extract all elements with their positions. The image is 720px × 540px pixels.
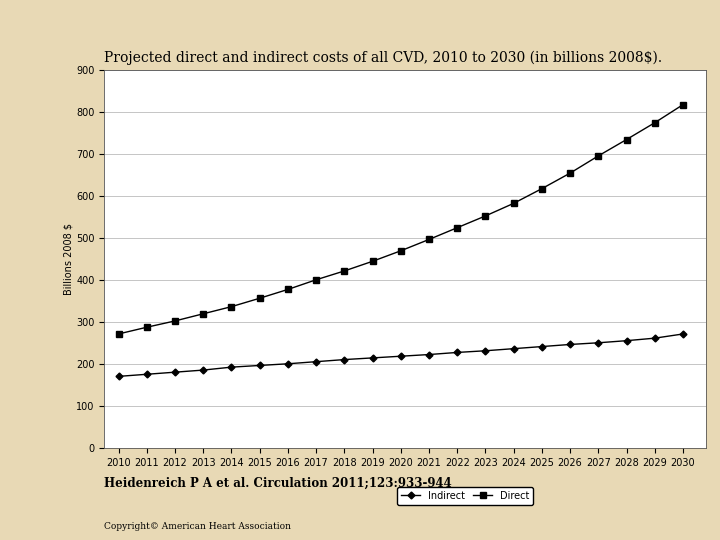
Legend: Indirect, Direct: Indirect, Direct: [397, 487, 534, 505]
Indirect: [679, 330, 688, 337]
Direct: [368, 258, 377, 265]
Indirect: [368, 355, 377, 361]
Direct: [481, 213, 490, 219]
Indirect: [171, 369, 179, 375]
Indirect: [622, 338, 631, 344]
Direct: [171, 318, 179, 324]
Text: Projected direct and indirect costs of all CVD, 2010 to 2030 (in billions 2008$): Projected direct and indirect costs of a…: [104, 50, 662, 65]
Line: Direct: Direct: [116, 102, 685, 337]
Text: Copyright© American Heart Association: Copyright© American Heart Association: [104, 522, 292, 531]
Direct: [340, 268, 348, 274]
Text: Heidenreich P A et al. Circulation 2011;123:933-944: Heidenreich P A et al. Circulation 2011;…: [104, 477, 452, 490]
Direct: [312, 276, 320, 283]
Indirect: [650, 335, 659, 341]
Direct: [425, 236, 433, 242]
Direct: [650, 119, 659, 126]
Direct: [538, 185, 546, 192]
Direct: [453, 225, 462, 231]
Indirect: [340, 356, 348, 363]
Direct: [566, 170, 575, 177]
Line: Indirect: Indirect: [116, 332, 685, 379]
Indirect: [114, 373, 123, 380]
Direct: [114, 330, 123, 337]
Y-axis label: Billions 2008 $: Billions 2008 $: [63, 223, 73, 295]
Direct: [397, 247, 405, 254]
Indirect: [509, 346, 518, 352]
Indirect: [284, 361, 292, 367]
Direct: [227, 303, 235, 310]
Indirect: [453, 349, 462, 356]
Direct: [284, 286, 292, 293]
Direct: [199, 310, 207, 317]
Indirect: [143, 371, 151, 377]
Indirect: [199, 367, 207, 373]
Direct: [509, 200, 518, 207]
Indirect: [566, 341, 575, 348]
Indirect: [256, 362, 264, 369]
Direct: [622, 136, 631, 143]
Indirect: [425, 352, 433, 358]
Direct: [679, 102, 688, 108]
Direct: [143, 324, 151, 330]
Direct: [594, 153, 603, 159]
Indirect: [538, 343, 546, 350]
Indirect: [481, 348, 490, 354]
Indirect: [227, 364, 235, 370]
Indirect: [594, 340, 603, 346]
Direct: [256, 295, 264, 301]
Indirect: [397, 353, 405, 360]
Indirect: [312, 359, 320, 365]
